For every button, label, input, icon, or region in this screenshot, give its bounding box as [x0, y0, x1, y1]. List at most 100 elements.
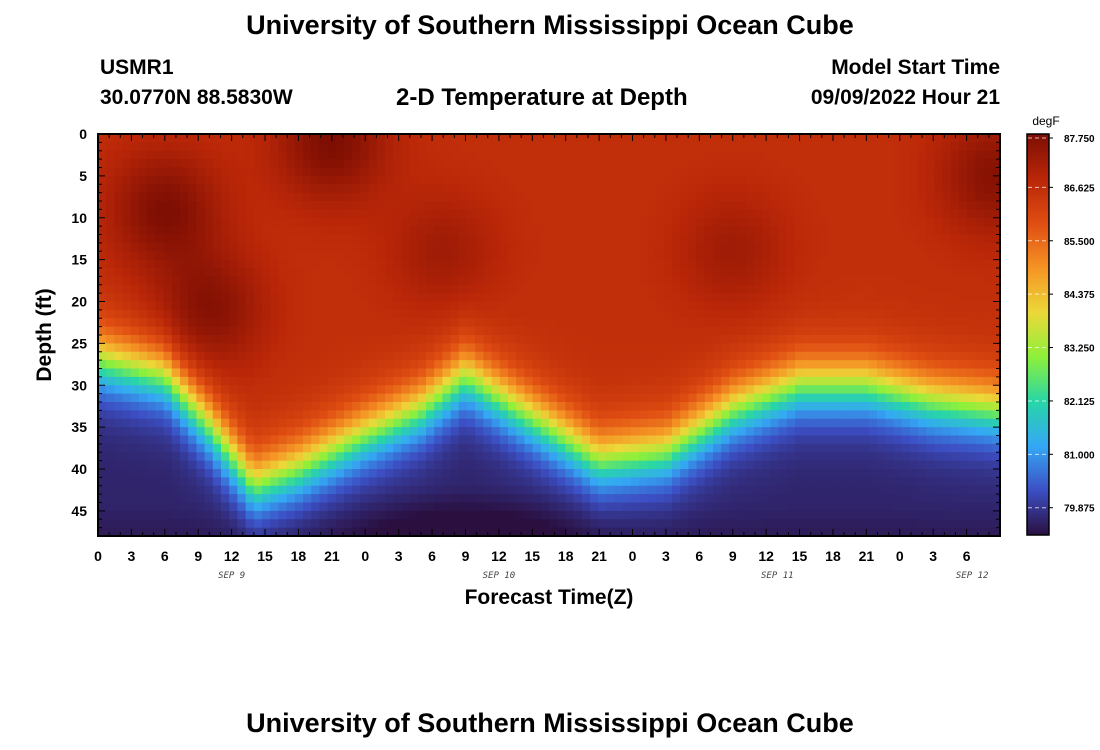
heatmap-cell [745, 477, 755, 487]
heatmap-cell [286, 276, 296, 286]
heatmap-cell [221, 318, 230, 328]
heatmap-cell [368, 192, 378, 202]
heatmap-cell [655, 226, 665, 236]
heatmap-cell [696, 167, 706, 177]
chart-title: University of Southern Mississippi Ocean… [246, 10, 854, 40]
heatmap-cell [508, 226, 517, 236]
heatmap-cell [737, 485, 747, 495]
heatmap-cell [508, 427, 517, 437]
heatmap-cell [581, 209, 591, 219]
heatmap-cell [393, 343, 402, 353]
heatmap-cell [745, 460, 755, 470]
heatmap-cell [130, 519, 140, 529]
heatmap-cell [942, 343, 952, 353]
heatmap-cell [688, 309, 698, 319]
heatmap-cell [516, 443, 525, 453]
heatmap-cell [885, 184, 894, 194]
heatmap-cell [737, 142, 747, 152]
heatmap-cell [204, 150, 214, 160]
heatmap-cell [360, 502, 370, 512]
heatmap-cell [836, 477, 845, 487]
heatmap-cell [450, 201, 460, 210]
heatmap-cell [647, 276, 657, 286]
heatmap-cell [860, 242, 870, 252]
heatmap-cell [188, 443, 197, 453]
heatmap-cell [819, 159, 829, 169]
heatmap-cell [401, 167, 411, 177]
heatmap-cell [532, 226, 542, 236]
heatmap-cell [278, 418, 288, 428]
heatmap-cell [303, 318, 312, 328]
heatmap-cell [639, 502, 648, 512]
heatmap-cell [262, 452, 271, 462]
heatmap-cell [262, 393, 271, 403]
heatmap-cell [467, 510, 476, 520]
heatmap-cell [286, 159, 296, 169]
heatmap-cell [311, 251, 320, 261]
heatmap-cell [180, 201, 189, 210]
heatmap-cell [122, 519, 132, 529]
heatmap-cell [196, 293, 206, 303]
heatmap-cell [836, 351, 845, 361]
heatmap-cell [639, 376, 648, 386]
heatmap-cell [778, 351, 788, 361]
heatmap-cell [770, 376, 780, 386]
heatmap-cell [122, 234, 132, 244]
heatmap-cell [811, 150, 821, 160]
heatmap-cell [803, 142, 812, 152]
heatmap-cell [401, 335, 411, 344]
heatmap-cell [401, 175, 411, 185]
heatmap-cell [893, 184, 903, 194]
heatmap-cell [212, 351, 222, 361]
heatmap-cell [860, 175, 870, 185]
heatmap-cell [549, 309, 558, 319]
heatmap-cell [549, 368, 558, 378]
heatmap-cell [926, 293, 935, 303]
heatmap-cell [114, 494, 124, 504]
heatmap-cell [893, 192, 903, 202]
heatmap-cell [680, 167, 689, 177]
heatmap-cell [918, 402, 927, 411]
heatmap-cell [147, 142, 156, 152]
heatmap-cell [868, 167, 878, 177]
heatmap-cell [303, 142, 312, 152]
heatmap-cell [590, 393, 599, 403]
heatmap-cell [606, 192, 616, 202]
heatmap-cell [458, 318, 468, 328]
heatmap-cell [844, 301, 853, 311]
heatmap-cell [729, 452, 739, 462]
heatmap-cell [893, 360, 903, 370]
heatmap-cell [827, 234, 837, 244]
heatmap-cell [270, 251, 279, 261]
heatmap-cell [417, 335, 427, 344]
heatmap-cell [491, 510, 501, 520]
heatmap-cell [130, 460, 140, 470]
heatmap-cell [426, 159, 435, 169]
heatmap-cell [171, 427, 181, 437]
heatmap-cell [253, 527, 263, 537]
heatmap-cell [934, 460, 944, 470]
heatmap-cell [524, 368, 534, 378]
heatmap-cell [483, 242, 493, 252]
heatmap-cell [770, 167, 780, 177]
heatmap-cell [778, 435, 788, 445]
heatmap-cell [573, 226, 583, 236]
heatmap-cell [819, 259, 829, 269]
heatmap-cell [860, 217, 870, 227]
heatmap-cell [901, 201, 911, 210]
heatmap-cell [745, 510, 755, 520]
heatmap-cell [598, 460, 607, 470]
heatmap-cell [672, 460, 681, 470]
heatmap-cell [130, 159, 140, 169]
heatmap-cell [737, 351, 747, 361]
heatmap-cell [426, 435, 435, 445]
heatmap-cell [844, 242, 853, 252]
heatmap-cell [672, 485, 681, 495]
heatmap-cell [180, 184, 189, 194]
heatmap-cell [311, 368, 320, 378]
heatmap-cell [729, 519, 739, 529]
heatmap-cell [942, 192, 952, 202]
heatmap-cell [655, 268, 665, 277]
heatmap-cell [811, 435, 821, 445]
heatmap-cell [942, 242, 952, 252]
